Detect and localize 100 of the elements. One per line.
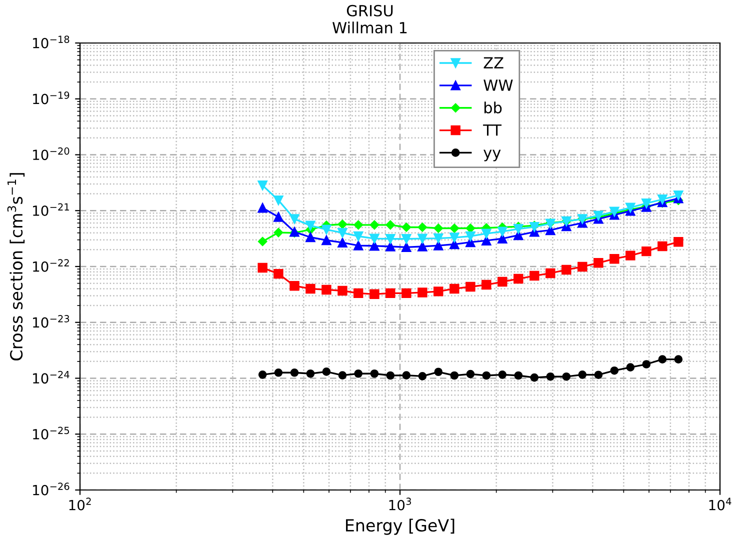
point (434, 286, 444, 296)
legend-label: bb (484, 102, 502, 114)
point (258, 180, 268, 190)
point (353, 288, 364, 298)
point (546, 225, 556, 236)
point (626, 250, 636, 260)
point (402, 222, 412, 232)
point (674, 237, 684, 247)
y-tick-label: 10$^{−19}$ (33, 92, 70, 104)
point (290, 281, 300, 291)
point (450, 371, 459, 380)
point (450, 224, 460, 233)
legend-label: yy (484, 150, 501, 162)
point (258, 203, 268, 213)
point (626, 363, 635, 372)
point (306, 220, 316, 230)
point (610, 366, 619, 375)
point (642, 198, 652, 208)
point (386, 220, 395, 230)
y-tick-label: 10$^{−18}$ (33, 36, 70, 48)
point (290, 368, 299, 377)
point (338, 286, 348, 296)
point (338, 238, 348, 248)
point (434, 224, 443, 233)
point (482, 236, 492, 246)
point (402, 288, 412, 298)
point (354, 220, 363, 230)
point (562, 264, 572, 275)
point (370, 241, 380, 251)
point (594, 370, 603, 380)
point (353, 240, 364, 250)
point (338, 371, 347, 380)
point (386, 242, 396, 252)
point (514, 224, 524, 234)
y-tick-label: 10$^{−23}$ (33, 315, 70, 328)
y-tick-label: 10$^{−21}$ (33, 203, 69, 216)
legend-label: ZZ (484, 57, 504, 68)
point (322, 284, 332, 295)
point (674, 190, 684, 200)
point (322, 235, 332, 246)
y-tick-label: 10$^{−20}$ (33, 147, 70, 160)
point (658, 194, 668, 204)
legend-label: TT (483, 124, 502, 136)
point (338, 228, 348, 238)
point (514, 274, 524, 284)
point (562, 372, 571, 381)
legend-label: WW (484, 80, 513, 91)
point (370, 289, 380, 300)
x-tick-label: 10$^{3}$ (389, 498, 411, 510)
point (610, 254, 620, 264)
point (418, 234, 428, 244)
point (258, 236, 268, 246)
point (370, 369, 379, 378)
point (450, 284, 460, 294)
point (402, 371, 411, 380)
point (274, 228, 284, 238)
y-tick-label: 10$^{−22}$ (33, 259, 69, 272)
point (642, 246, 652, 256)
point (658, 241, 668, 252)
point (306, 284, 316, 294)
point (434, 368, 443, 376)
y-tick-label: 10$^{−25}$ (33, 426, 69, 440)
point (402, 234, 412, 244)
point (514, 230, 524, 240)
point (482, 280, 492, 290)
point (466, 282, 476, 292)
point (353, 231, 364, 242)
point (482, 371, 491, 380)
point (418, 288, 428, 298)
point (498, 226, 508, 236)
point (370, 234, 380, 244)
point (418, 372, 427, 380)
point (386, 288, 396, 298)
y-tick-label: 10$^{−26}$ (33, 482, 70, 496)
y-axis-title: Cross section [cm$^{3}$s$^{−1}$] (7, 173, 25, 360)
point (674, 355, 683, 364)
point (498, 234, 508, 244)
point (530, 373, 539, 382)
point (322, 368, 331, 376)
point (418, 242, 428, 252)
point (290, 214, 300, 224)
point (466, 224, 476, 233)
y-tick-label: 10$^{−24}$ (33, 370, 70, 384)
point (274, 195, 284, 206)
point (338, 220, 348, 229)
point (482, 228, 492, 238)
point (658, 355, 667, 364)
point (258, 370, 267, 379)
point (466, 231, 476, 242)
point (578, 370, 587, 379)
point (274, 368, 283, 377)
point (434, 240, 444, 250)
point (322, 224, 332, 234)
x-axis-title: Energy [GeV] (346, 518, 454, 535)
point (450, 232, 460, 242)
point (274, 268, 284, 279)
x-tick-label: 10$^{4}$ (709, 498, 732, 510)
point (274, 212, 284, 222)
chart-title: GRISU (346, 4, 393, 16)
chart-subtitle: Willman 1 (332, 22, 407, 34)
